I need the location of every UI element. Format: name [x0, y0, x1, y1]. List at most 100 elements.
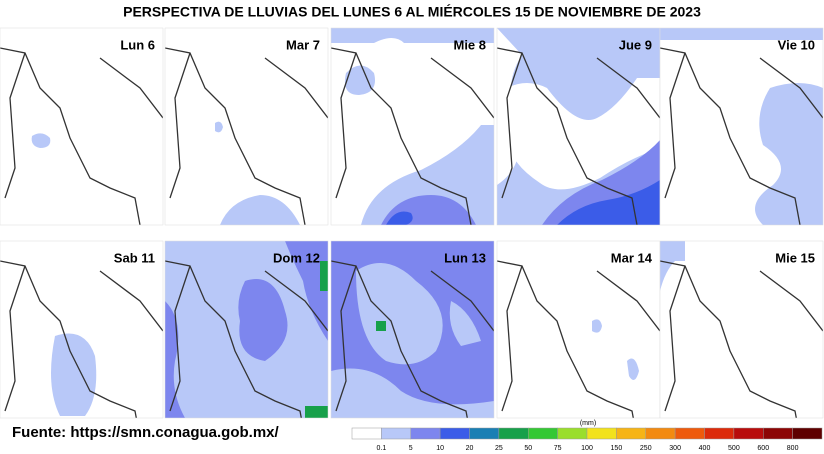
rain-area: [592, 319, 602, 333]
border: [497, 260, 660, 418]
panel-label: Lun 6: [120, 37, 155, 52]
border: [331, 260, 494, 418]
border: [660, 47, 823, 225]
map-bg: [0, 28, 163, 225]
panel: Mie 8: [330, 27, 495, 226]
legend-label: 0.1: [377, 445, 387, 452]
panel: Dom 12: [164, 240, 329, 419]
panel: Vie 10: [659, 27, 824, 226]
legend-swatch: [616, 427, 646, 440]
legend-label: 300: [669, 445, 681, 452]
rain-area: [449, 301, 481, 346]
panel-frame: [659, 27, 824, 226]
panel: Sab 11: [0, 240, 164, 419]
legend-swatch: [792, 427, 823, 440]
rain-area: [305, 406, 328, 418]
rain-area: [660, 28, 823, 40]
legend-swatch: [586, 427, 617, 440]
legend-label: 500: [728, 445, 740, 452]
border: [0, 260, 163, 418]
legend-unit: (mm): [580, 420, 596, 427]
legend-label: 800: [787, 445, 799, 452]
legend-label: 75: [554, 445, 562, 452]
rain-area: [51, 333, 97, 416]
map: [660, 28, 823, 225]
panel-label: Mie 8: [453, 37, 486, 52]
rain-area: [660, 241, 685, 291]
legend-swatch: [674, 427, 705, 440]
panel-label: Dom 12: [273, 250, 320, 265]
border: [0, 47, 163, 225]
panel: Mar 7: [164, 27, 329, 226]
panel-label: Jue 9: [619, 37, 652, 52]
rain-area: [361, 125, 494, 225]
rain-area: [344, 65, 375, 95]
panel: Lun 13: [330, 240, 495, 419]
map-bg: [165, 28, 328, 225]
rain-area: [507, 78, 660, 190]
map: [165, 28, 328, 225]
legend-label: 20: [466, 445, 474, 452]
map: [331, 28, 494, 225]
legend-swatch: [381, 427, 411, 440]
legend-swatch: [410, 427, 441, 440]
panel-frame: [0, 27, 164, 226]
rain-area: [238, 279, 288, 361]
panel-frame: [659, 240, 824, 419]
panel: Lun 6: [0, 27, 164, 226]
legend-label: 5: [409, 445, 413, 452]
legend-swatch: [763, 427, 793, 440]
map: [331, 241, 494, 418]
rain-area: [320, 261, 328, 291]
rain-area: [386, 211, 413, 225]
title: PERSPECTIVA DE LLUVIAS DEL LUNES 6 AL MI…: [123, 4, 701, 20]
panel: Mar 14: [496, 240, 661, 419]
border: [497, 47, 660, 225]
legend-label: 250: [640, 445, 652, 452]
legend-swatch: [733, 427, 764, 440]
legend-swatch: [557, 427, 588, 440]
legend-swatch: [528, 427, 558, 440]
panel-frame: [330, 27, 495, 226]
legend-swatch: [351, 427, 382, 440]
legend-swatch: [645, 427, 676, 440]
legend-swatch: [469, 427, 500, 440]
legend-label: 50: [524, 445, 532, 452]
panel: Mie 15: [659, 240, 824, 419]
legend-swatch: [498, 427, 529, 440]
panel-label: Mie 15: [775, 250, 815, 265]
map: [497, 241, 660, 418]
rain-area: [31, 133, 51, 148]
panel-frame: [0, 240, 164, 419]
source: Fuente: https://smn.conagua.gob.mx/: [12, 424, 280, 441]
panel-label: Mar 7: [286, 37, 320, 52]
panel-label: Lun 13: [444, 250, 486, 265]
legend-swatch: [439, 427, 470, 440]
border: [331, 47, 494, 225]
legend-label: 100: [581, 445, 593, 452]
map: [0, 28, 163, 225]
legend: (mm) 0.1 5 10 20 25 50 75 100 150 250 300 400 500 600 8…: [351, 420, 823, 452]
rain-area: [220, 195, 300, 225]
legend-label: 400: [699, 445, 711, 452]
rain-area: [331, 28, 494, 43]
map: [497, 28, 660, 225]
rain-area: [215, 121, 223, 133]
rain-area: [376, 321, 386, 331]
legend-label: 25: [495, 445, 503, 452]
map: [165, 241, 328, 418]
panel-frame: [164, 240, 329, 419]
border: [165, 47, 328, 225]
rain-area: [165, 301, 185, 418]
border: [660, 260, 823, 418]
legend-label: 600: [757, 445, 769, 452]
panel-label: Mar 14: [611, 250, 653, 265]
map: [660, 241, 823, 418]
panels: Lun 6 Mar 7 Mie 8 Jue 9 Vie 10 Sab 11 Dom 12 Lu…: [0, 27, 824, 419]
legend-label: 10: [436, 445, 444, 452]
rain-area: [627, 358, 639, 380]
panel-label: Vie 10: [778, 37, 815, 52]
panel-frame: [330, 240, 495, 419]
panel-label: Sab 11: [114, 250, 155, 265]
